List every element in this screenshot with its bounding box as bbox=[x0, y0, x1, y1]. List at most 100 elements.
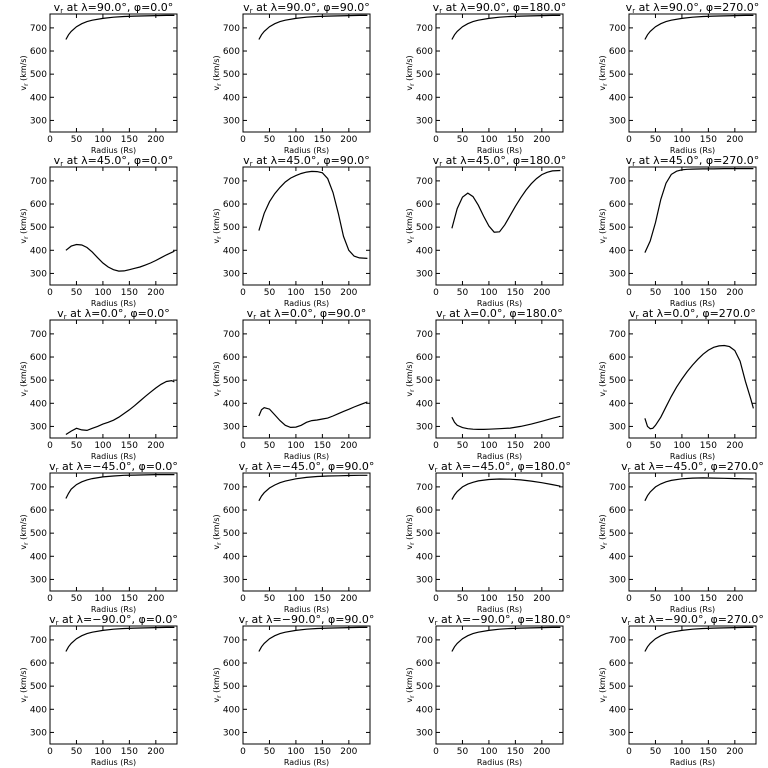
x-tick-label: 200 bbox=[726, 747, 743, 757]
x-tick-label: 150 bbox=[700, 441, 717, 451]
chart-panel: vr at λ=45.0°, φ=90.0° 0 50 100 150 200 300 400… bbox=[212, 154, 371, 308]
chart-panel: vr at λ=0.0°, φ=0.0° 0 50 100 150 200 300 400 50… bbox=[19, 307, 178, 461]
plot-frame bbox=[49, 625, 178, 745]
y-tick-label: 500 bbox=[30, 376, 47, 386]
chart-title: vr at λ=0.0°, φ=0.0° bbox=[57, 307, 170, 321]
x-tick-label: 50 bbox=[457, 288, 469, 298]
x-tick-label: 0 bbox=[626, 135, 632, 145]
chart-panel: vr at λ=45.0°, φ=0.0° 0 50 100 150 200 300 400 5… bbox=[19, 154, 178, 308]
title-sub: r bbox=[443, 313, 446, 321]
y-tick-label: 700 bbox=[30, 330, 47, 340]
y-tick-label: 600 bbox=[416, 200, 433, 210]
y-tick-label: 500 bbox=[416, 376, 433, 386]
x-tick-label: 0 bbox=[47, 594, 53, 604]
y-axis-label: vr (km/s) bbox=[19, 361, 30, 396]
title-rest: at λ=−90.0°, φ=0.0° bbox=[58, 613, 177, 626]
x-tick-label: 50 bbox=[457, 441, 469, 451]
x-tick-label: 50 bbox=[264, 135, 276, 145]
x-tick-label: 50 bbox=[650, 135, 662, 145]
x-tick-label: 50 bbox=[650, 594, 662, 604]
x-axis-label: Radius (Rs) bbox=[284, 758, 329, 767]
chart-title: vr at λ=−90.0°, φ=180.0° bbox=[428, 613, 571, 627]
title-rest: at λ=−45.0°, φ=0.0° bbox=[58, 460, 177, 473]
title-var: v bbox=[57, 307, 64, 320]
y-tick-label: 300 bbox=[223, 728, 240, 738]
x-tick-label: 200 bbox=[340, 135, 357, 145]
y-tick-label: 300 bbox=[30, 269, 47, 279]
x-axis-label: Radius (Rs) bbox=[477, 299, 522, 308]
series-line bbox=[65, 626, 175, 652]
y-tick-label: 600 bbox=[609, 506, 626, 516]
y-axis-label: vr (km/s) bbox=[19, 667, 30, 702]
x-axis-label: Radius (Rs) bbox=[477, 452, 522, 461]
x-axis-label: Radius (Rs) bbox=[91, 299, 136, 308]
x-tick-label: 200 bbox=[726, 288, 743, 298]
y-tick-label: 300 bbox=[30, 728, 47, 738]
title-sub: r bbox=[636, 313, 639, 321]
chart-title: vr at λ=−90.0°, φ=90.0° bbox=[239, 613, 375, 627]
x-tick-label: 50 bbox=[71, 594, 83, 604]
y-axis-label: vr (km/s) bbox=[212, 667, 223, 702]
y-tick-label: 500 bbox=[30, 70, 47, 80]
y-tick-label: 400 bbox=[30, 246, 47, 256]
y-tick-label: 600 bbox=[416, 659, 433, 669]
x-axis-label: Radius (Rs) bbox=[284, 299, 329, 308]
title-rest: at λ=90.0°, φ=270.0° bbox=[635, 1, 759, 14]
x-axis-label: Radius (Rs) bbox=[477, 146, 522, 155]
x-tick-label: 150 bbox=[507, 441, 524, 451]
chart-panel: vr at λ=90.0°, φ=90.0° 0 50 100 150 200 300 400… bbox=[212, 1, 371, 155]
x-tick-label: 0 bbox=[433, 441, 439, 451]
x-tick-label: 100 bbox=[287, 288, 304, 298]
x-tick-label: 0 bbox=[240, 135, 246, 145]
x-tick-label: 50 bbox=[71, 441, 83, 451]
title-rest: at λ=0.0°, φ=180.0° bbox=[446, 307, 563, 320]
y-tick-label: 600 bbox=[223, 659, 240, 669]
title-rest: at λ=−90.0°, φ=90.0° bbox=[248, 613, 374, 626]
x-tick-label: 50 bbox=[650, 747, 662, 757]
x-tick-label: 50 bbox=[71, 747, 83, 757]
x-tick-label: 200 bbox=[340, 747, 357, 757]
x-tick-label: 50 bbox=[457, 135, 469, 145]
series-line bbox=[258, 401, 368, 429]
chart-title: vr at λ=0.0°, φ=90.0° bbox=[247, 307, 367, 321]
y-tick-label: 500 bbox=[30, 682, 47, 692]
y-tick-label: 700 bbox=[416, 177, 433, 187]
x-tick-label: 0 bbox=[433, 747, 439, 757]
chart-panel: vr at λ=−45.0°, φ=180.0° 0 50 100 150 200 300 4… bbox=[405, 460, 571, 614]
y-tick-label: 300 bbox=[416, 269, 433, 279]
x-axis-label: Radius (Rs) bbox=[670, 146, 715, 155]
plot-frame bbox=[49, 13, 178, 133]
y-tick-label: 700 bbox=[30, 636, 47, 646]
chart-panel: vr at λ=−45.0°, φ=90.0° 0 50 100 150 200 300 40… bbox=[212, 460, 374, 614]
y-tick-label: 700 bbox=[416, 636, 433, 646]
y-tick-label: 500 bbox=[30, 223, 47, 233]
x-tick-label: 0 bbox=[47, 441, 53, 451]
title-rest: at λ=90.0°, φ=180.0° bbox=[442, 1, 566, 14]
y-axis-label: vr (km/s) bbox=[405, 361, 416, 396]
x-tick-label: 100 bbox=[480, 288, 497, 298]
y-tick-label: 300 bbox=[609, 116, 626, 126]
y-tick-label: 400 bbox=[609, 705, 626, 715]
y-tick-label: 500 bbox=[609, 529, 626, 539]
series-line bbox=[451, 478, 561, 500]
y-tick-label: 700 bbox=[609, 636, 626, 646]
series-line bbox=[65, 243, 175, 272]
y-tick-label: 300 bbox=[223, 116, 240, 126]
x-axis-label: Radius (Rs) bbox=[670, 452, 715, 461]
y-axis-label: vr (km/s) bbox=[212, 55, 223, 90]
x-tick-label: 0 bbox=[626, 594, 632, 604]
x-tick-label: 100 bbox=[287, 441, 304, 451]
y-tick-label: 600 bbox=[30, 659, 47, 669]
title-var: v bbox=[49, 460, 56, 473]
y-tick-label: 400 bbox=[609, 399, 626, 409]
y-tick-label: 400 bbox=[223, 705, 240, 715]
title-sub: r bbox=[628, 466, 631, 474]
title-rest: at λ=−45.0°, φ=90.0° bbox=[248, 460, 374, 473]
y-tick-label: 300 bbox=[609, 422, 626, 432]
y-axis-label: vr (km/s) bbox=[405, 55, 416, 90]
x-axis-label: Radius (Rs) bbox=[91, 758, 136, 767]
title-sub: r bbox=[439, 160, 442, 168]
y-tick-label: 300 bbox=[609, 269, 626, 279]
title-var: v bbox=[629, 307, 636, 320]
y-tick-label: 500 bbox=[223, 529, 240, 539]
